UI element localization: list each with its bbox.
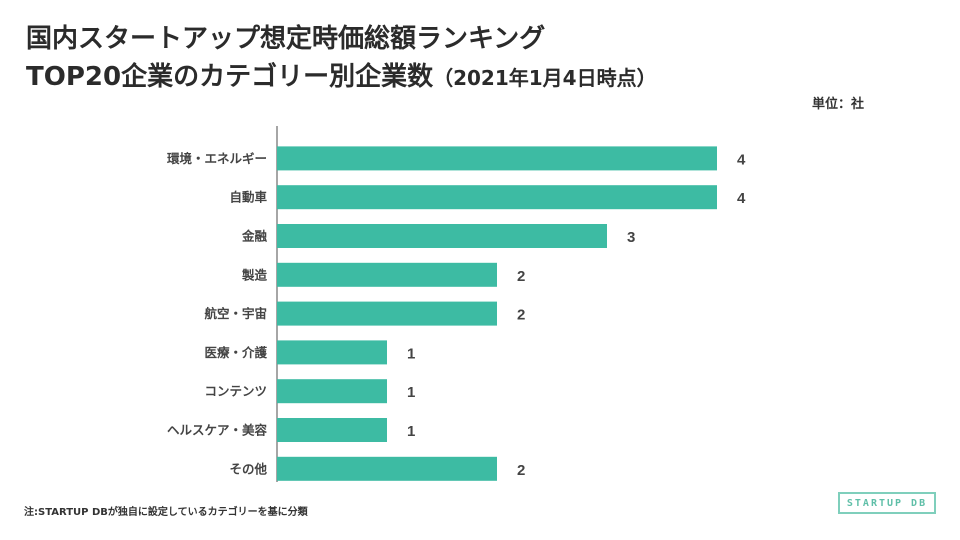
value-label: 1 <box>407 423 415 440</box>
title-line-2-main: TOP20企業のカテゴリー別企業数 <box>26 62 434 92</box>
value-label: 1 <box>407 384 415 401</box>
logo-text: STARTUP DB <box>846 497 928 509</box>
category-label: 航空・宇宙 <box>204 306 267 321</box>
startup-db-logo: STARTUP DB <box>838 492 936 514</box>
category-label: コンテンツ <box>204 384 267 399</box>
category-label: 自動車 <box>229 190 267 205</box>
value-label: 2 <box>517 307 525 324</box>
unit-label: 単位：社 <box>811 97 864 112</box>
value-label: 2 <box>517 268 525 285</box>
value-label: 4 <box>737 190 746 207</box>
bar <box>277 262 497 287</box>
bar <box>277 456 497 481</box>
category-label: その他 <box>229 461 267 476</box>
category-label: 環境・エネルギー <box>167 151 267 166</box>
value-label: 4 <box>737 151 746 168</box>
footnote: 注:STARTUP DBが独自に設定しているカテゴリーを基に分類 <box>24 507 308 518</box>
bar <box>277 379 387 404</box>
value-label: 2 <box>517 462 525 479</box>
category-label: 製造 <box>241 267 268 282</box>
category-label: ヘルスケア・美容 <box>167 423 268 438</box>
title-line-2: TOP20企業のカテゴリー別企業数（2021年1月4日時点） <box>26 58 657 97</box>
value-label: 3 <box>627 229 635 246</box>
category-label: 金融 <box>241 229 268 244</box>
bar <box>277 185 717 210</box>
bar <box>277 146 717 171</box>
chart-title: 国内スタートアップ想定時価総額ランキング TOP20企業のカテゴリー別企業数（2… <box>26 20 657 97</box>
bar <box>277 418 387 442</box>
title-line-2-date: （2021年1月4日時点） <box>433 66 657 90</box>
category-label: 医療・介護 <box>204 345 267 360</box>
bar <box>277 301 497 326</box>
bar <box>277 340 387 365</box>
title-line-1: 国内スタートアップ想定時価総額ランキング <box>26 24 546 54</box>
value-label: 1 <box>407 345 415 362</box>
bar <box>277 224 607 248</box>
